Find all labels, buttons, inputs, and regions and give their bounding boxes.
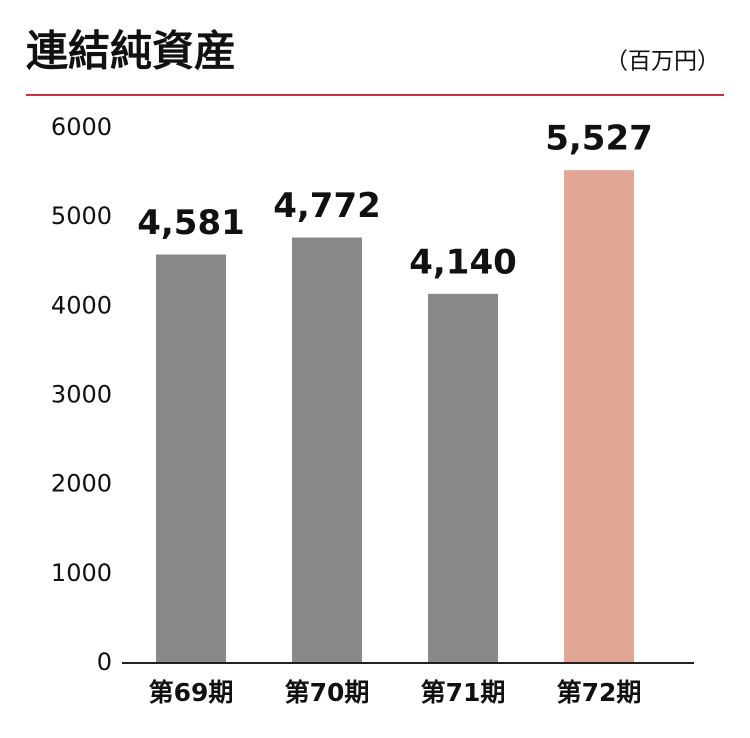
y-tick-label: 4000: [51, 291, 112, 319]
x-tick-label: 第69期: [149, 678, 234, 707]
y-tick-label: 3000: [51, 381, 112, 409]
unit-label: （百万円）: [605, 49, 720, 75]
y-tick-label: 5000: [51, 202, 112, 230]
value-label: 4,772: [273, 186, 381, 226]
bar: [428, 293, 498, 663]
bar: [156, 254, 226, 663]
bar: [564, 170, 634, 663]
value-label: 4,581: [137, 203, 245, 243]
chart-title: 連結純資産: [26, 27, 236, 76]
y-tick-label: 6000: [51, 113, 112, 141]
x-tick-label: 第71期: [421, 678, 506, 707]
value-label: 5,527: [545, 119, 653, 159]
y-tick-label: 2000: [51, 470, 112, 498]
bar: [292, 237, 362, 663]
y-tick-label: 1000: [51, 559, 112, 587]
x-tick-label: 第72期: [557, 678, 642, 707]
y-tick-label: 0: [97, 648, 112, 676]
value-label: 4,140: [409, 242, 517, 282]
x-tick-label: 第70期: [285, 678, 370, 707]
